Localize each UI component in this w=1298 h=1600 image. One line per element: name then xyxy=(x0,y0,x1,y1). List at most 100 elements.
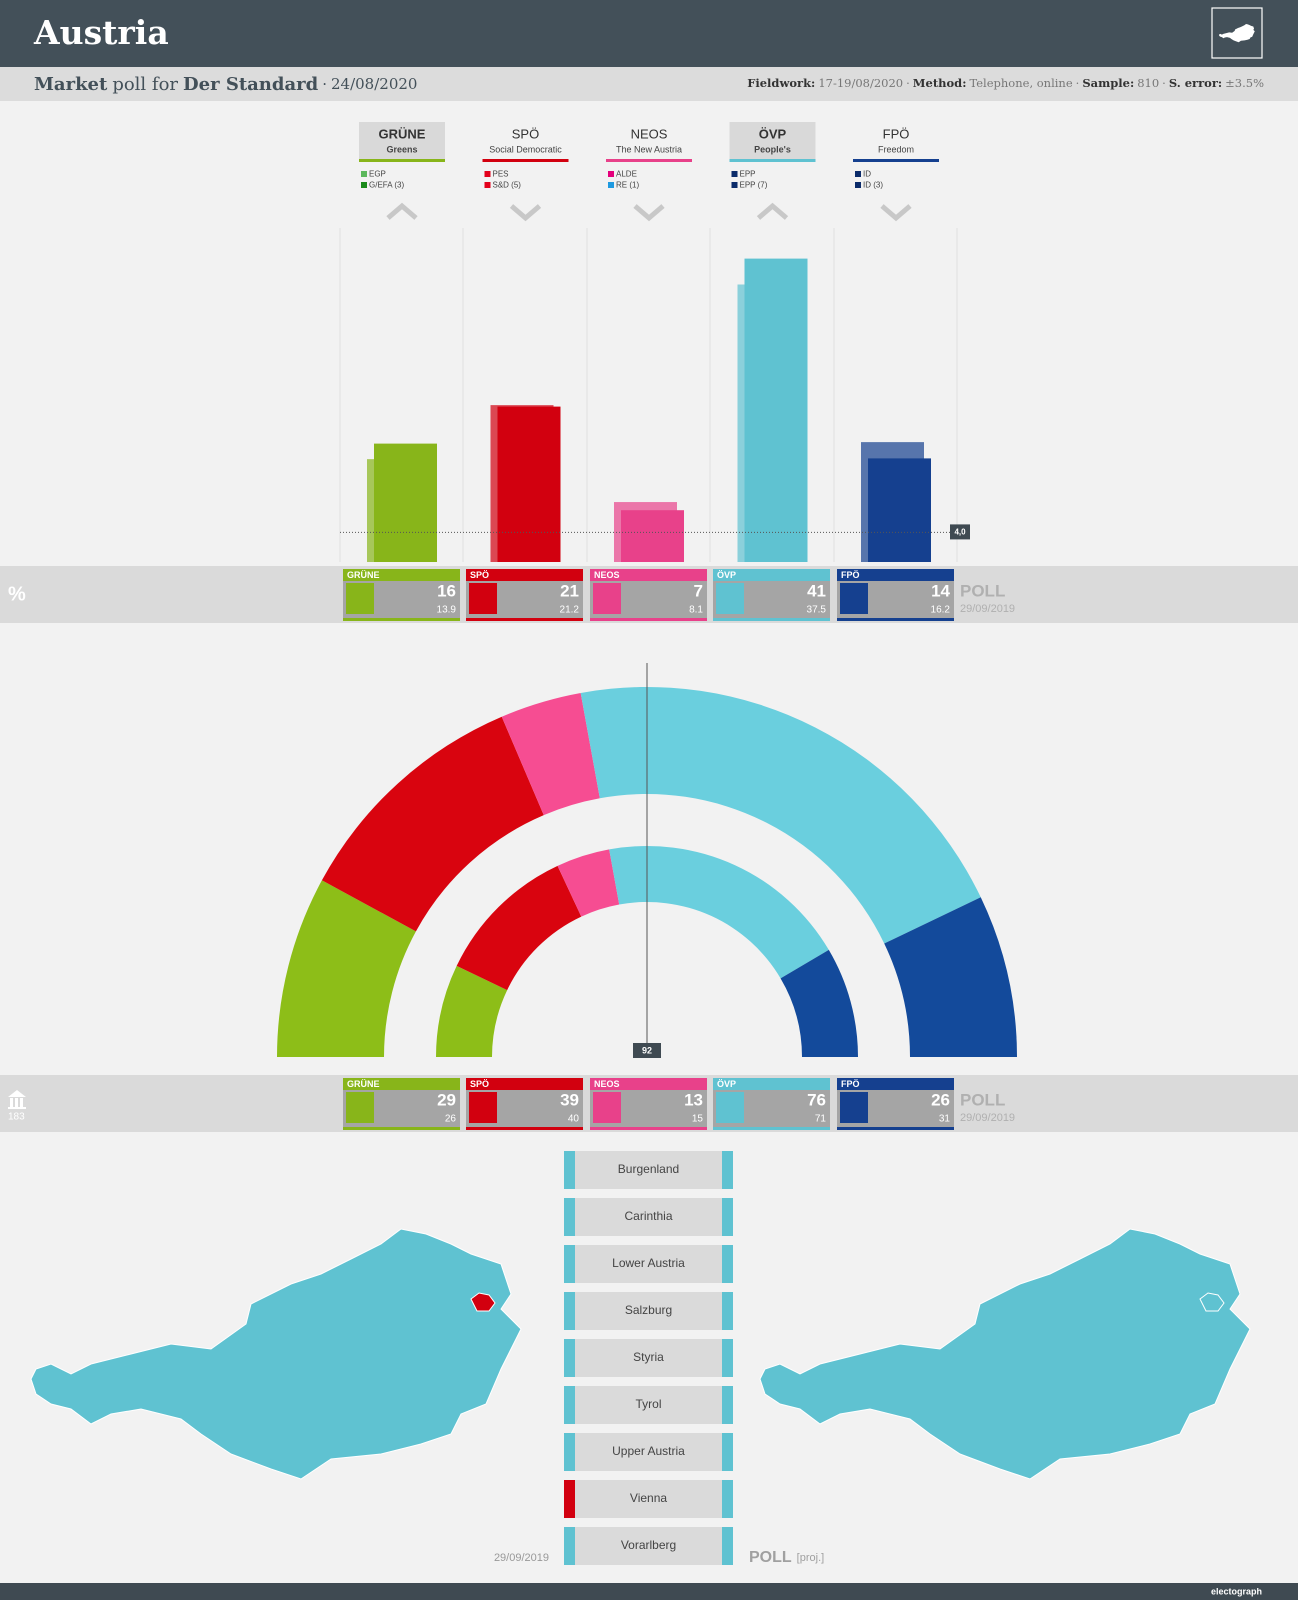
trend-down-arrow xyxy=(509,204,542,222)
bar-poll xyxy=(744,258,808,562)
threshold-label: 4,0 xyxy=(954,528,966,537)
poll-value: 29 xyxy=(437,1090,456,1109)
poll-meta-part: · xyxy=(1162,76,1166,90)
region-button xyxy=(564,1339,733,1377)
map-poll-label-main: POLL xyxy=(749,1549,792,1566)
party-header-highlight xyxy=(359,122,445,159)
region-previous-winner xyxy=(564,1198,575,1236)
group-swatch xyxy=(731,182,738,188)
poll-meta-part: Method: xyxy=(913,76,967,90)
unit-label: % xyxy=(8,583,26,605)
country-icon-frame xyxy=(1211,7,1263,59)
party-box-foot xyxy=(590,1127,707,1130)
poll-value: 39 xyxy=(560,1090,579,1109)
icon-column xyxy=(15,1098,18,1107)
previous-value: 31 xyxy=(939,1114,951,1125)
group-label: EGP xyxy=(369,170,386,179)
region-name: Vienna xyxy=(630,1491,667,1505)
parliament-icon xyxy=(8,1090,26,1109)
subtitle-part: Der Standard xyxy=(183,74,319,95)
majority-label: 92 xyxy=(642,1045,652,1055)
seat-arc-previous xyxy=(780,949,858,1057)
party-logo xyxy=(716,1092,744,1123)
party-box-head xyxy=(713,1078,830,1090)
region-button xyxy=(564,1433,733,1471)
party-family: The New Austria xyxy=(616,144,682,154)
map-previous xyxy=(30,1228,522,1480)
seat-arc-previous xyxy=(609,846,829,979)
party-box-name: GRÜNE xyxy=(347,1079,380,1089)
poll-meta-part: ±3.5% xyxy=(1225,76,1264,90)
group-swatch xyxy=(484,182,491,188)
group-label: PES xyxy=(493,170,509,179)
party-underline xyxy=(359,159,445,162)
party-logo xyxy=(346,1092,374,1123)
seat-arc-poll xyxy=(501,692,600,816)
poll-meta-part: 17-19/08/2020 xyxy=(818,76,903,90)
party-box-name: ÖVP xyxy=(717,1079,736,1089)
region-name: Salzburg xyxy=(625,1303,672,1317)
region-poll-winner xyxy=(722,1339,733,1377)
region-button xyxy=(564,1527,733,1565)
seat-arc-poll xyxy=(321,716,544,932)
trend-up-arrow xyxy=(756,202,789,220)
party-box-foot xyxy=(837,618,954,621)
party-box-name: SPÖ xyxy=(470,1079,489,1089)
poll-meta-part: · xyxy=(906,76,910,90)
region-button xyxy=(564,1386,733,1424)
party-logo xyxy=(840,1092,868,1123)
group-swatch xyxy=(361,171,367,177)
region-name: Tyrol xyxy=(635,1397,661,1411)
poll-meta-part: Sample: xyxy=(1082,76,1134,90)
region-poll-winner xyxy=(722,1245,733,1283)
map-poll xyxy=(759,1228,1251,1480)
bar-poll xyxy=(621,510,684,562)
party-logo xyxy=(716,583,744,614)
group-label: EPP xyxy=(740,170,756,179)
header-bar xyxy=(0,0,1298,67)
map-poll-note: [proj.] xyxy=(797,1552,825,1564)
region-name: Burgenland xyxy=(618,1162,679,1176)
party-box-name: FPÖ xyxy=(841,1079,860,1089)
region-previous-winner xyxy=(564,1433,575,1471)
party-underline xyxy=(482,159,569,162)
region-name: Vorarlberg xyxy=(621,1538,676,1552)
group-label: ID xyxy=(863,170,871,179)
poll-value: 76 xyxy=(807,1090,826,1109)
region-name: Carinthia xyxy=(624,1209,672,1223)
party-name: GRÜNE xyxy=(379,126,426,141)
seat-arc-previous xyxy=(436,965,508,1057)
party-box-name: FPÖ xyxy=(841,570,860,580)
party-box-name: NEOS xyxy=(594,570,620,580)
party-box-head xyxy=(590,569,707,581)
icon-roof xyxy=(8,1090,26,1097)
map-vienna xyxy=(470,1292,496,1312)
threshold-label-box xyxy=(950,524,970,540)
party-box-head xyxy=(466,1078,583,1090)
region-previous-winner xyxy=(564,1245,575,1283)
group-label: ALDE xyxy=(616,170,637,179)
bar-poll xyxy=(374,443,437,562)
previous-label: 29/09/2019 xyxy=(960,1112,1015,1124)
seat-arc-previous xyxy=(456,865,582,991)
previous-value: 15 xyxy=(692,1114,704,1125)
party-box-foot xyxy=(713,618,830,621)
poll-value: 26 xyxy=(931,1090,950,1109)
series-label: POLL xyxy=(960,1090,1005,1109)
party-box-head xyxy=(837,1078,954,1090)
region-previous-winner xyxy=(564,1151,575,1189)
region-previous-winner xyxy=(564,1292,575,1330)
party-box-foot xyxy=(343,618,460,621)
party-family: Greens xyxy=(386,144,417,154)
party-box-foot xyxy=(343,1127,460,1130)
party-underline xyxy=(729,159,816,162)
seat-arc-previous xyxy=(557,849,620,917)
party-box-head xyxy=(713,569,830,581)
region-poll-winner xyxy=(722,1433,733,1471)
seat-arc-poll xyxy=(884,897,1017,1057)
icon-column xyxy=(10,1098,13,1107)
bar-poll xyxy=(868,458,931,562)
previous-value: 71 xyxy=(815,1114,827,1125)
group-swatch xyxy=(608,171,614,177)
party-logo xyxy=(593,1092,621,1123)
